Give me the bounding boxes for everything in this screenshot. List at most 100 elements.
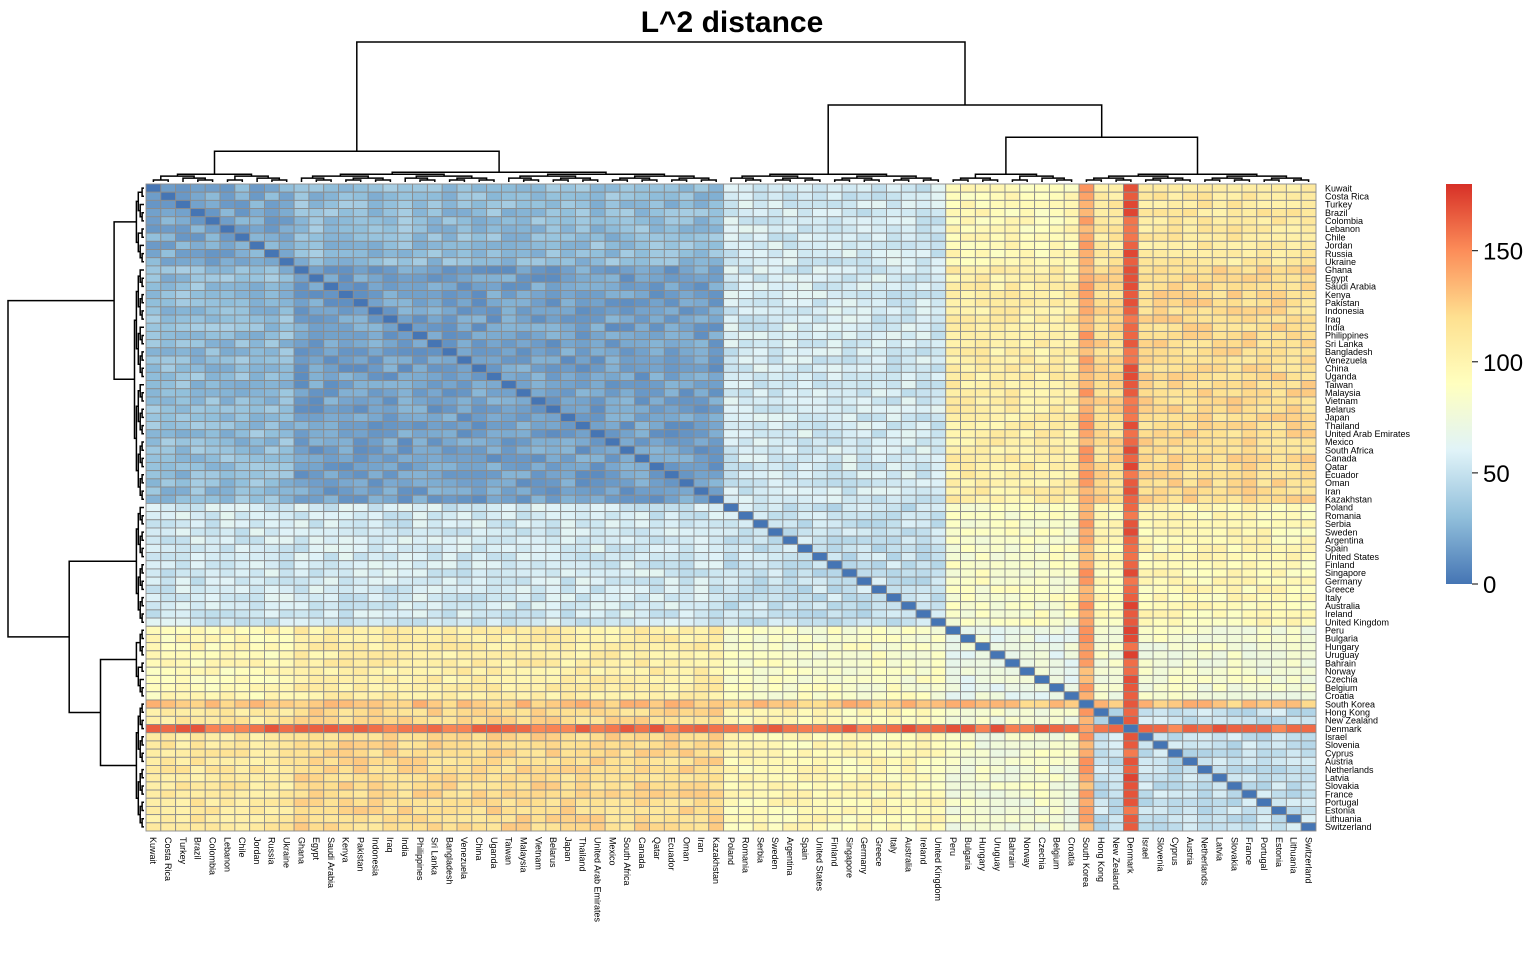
heatmap-cell [960,191,976,201]
heatmap-cell [219,322,236,332]
heatmap-cell [841,199,858,210]
heatmap-cell [1123,478,1139,488]
heatmap-cell [649,453,665,463]
heatmap-cell [382,298,399,308]
heatmap-cell [1123,314,1139,324]
heatmap-cell [634,543,650,553]
heatmap-cell [515,290,532,300]
heatmap-cell [1078,552,1095,562]
heatmap-cell [219,232,236,242]
heatmap-cell [1167,609,1184,619]
heatmap-cell [441,421,458,431]
heatmap-cell [308,437,325,447]
heatmap-cell [1300,486,1317,496]
heatmap-cell [1241,240,1258,250]
heatmap-cell [160,281,177,291]
heatmap-cell [1256,191,1273,201]
heatmap-cell [1048,535,1065,545]
heatmap-cell [900,502,917,513]
heatmap-cell [900,453,917,463]
heatmap-cell [841,322,858,332]
heatmap-cell [219,437,236,447]
heatmap-cell [1241,183,1258,193]
heatmap-cell [1256,674,1273,685]
heatmap-cell [560,347,576,357]
heatmap-cell [441,388,458,398]
heatmap-cell [1285,642,1302,652]
heatmap-cell [293,421,310,431]
heatmap-cell [649,535,665,545]
heatmap-cell [189,584,206,594]
heatmap-cell [1167,347,1184,357]
heatmap-cell [308,486,325,496]
heatmap-cell [723,298,739,308]
heatmap-cell [560,527,576,537]
heatmap-cell [1034,216,1050,226]
heatmap-cell [604,257,621,267]
heatmap-cell [367,363,384,373]
heatmap-cell [1063,633,1080,644]
heatmap-cell [767,576,784,586]
heatmap-cell [1211,298,1228,308]
heatmap-cell [204,396,221,406]
heatmap-cell [1093,445,1110,455]
heatmap-cell [189,650,206,660]
heatmap-cell [841,617,858,627]
heatmap-cell [826,658,843,668]
heatmap-cell [1285,314,1302,324]
heatmap-cell [515,363,532,373]
heatmap-cell [974,609,991,619]
heatmap-cell [1108,494,1124,504]
heatmap-cell [545,494,562,504]
heatmap-cell [826,249,843,259]
heatmap-cell [812,429,828,439]
heatmap-cell [219,462,236,472]
heatmap-cell [1048,494,1065,504]
heatmap-cell [1182,396,1198,406]
heatmap-cell [752,445,769,455]
heatmap-cell [175,601,191,611]
heatmap-cell [841,224,858,234]
heatmap-cell [1241,232,1258,242]
heatmap-cell [708,183,725,193]
heatmap-cell [1034,273,1050,283]
heatmap-cell [826,429,843,439]
heatmap-cell [812,339,828,349]
heatmap-cell [1241,322,1258,332]
heatmap-cell [293,560,310,570]
heatmap-cell [619,322,636,332]
heatmap-cell [945,535,962,545]
heatmap-cell [249,363,265,373]
heatmap-cell [708,224,725,234]
heatmap-cell [456,486,473,496]
heatmap-cell [723,224,739,234]
heatmap-cell [412,453,428,463]
heatmap-cell [175,265,191,275]
heatmap-cell [1256,298,1273,308]
heatmap-cell [856,666,873,676]
heatmap-cell [515,437,532,447]
dendrogram-branch [141,408,144,419]
heatmap-cell [1285,298,1302,308]
heatmap-cell [678,462,695,472]
heatmap-cell [175,330,191,341]
heatmap-cell [486,429,502,439]
heatmap-cell [1123,609,1139,619]
heatmap-cell [486,322,502,332]
heatmap-cell [1108,404,1124,414]
heatmap-cell [649,617,665,627]
heatmap-cell [1300,601,1317,611]
heatmap-cell [989,593,1006,603]
heatmap-cell [886,249,902,259]
heatmap-cell [367,543,384,553]
heatmap-cell [960,183,976,193]
heatmap-cell [1256,396,1273,406]
heatmap-cell [338,314,354,324]
heatmap-cell [989,502,1006,513]
heatmap-cell [471,363,488,373]
heatmap-cell [204,371,221,382]
heatmap-cell [352,535,369,545]
heatmap-cell [456,511,473,521]
heatmap-cell [737,535,754,545]
heatmap-cell [1197,429,1213,439]
